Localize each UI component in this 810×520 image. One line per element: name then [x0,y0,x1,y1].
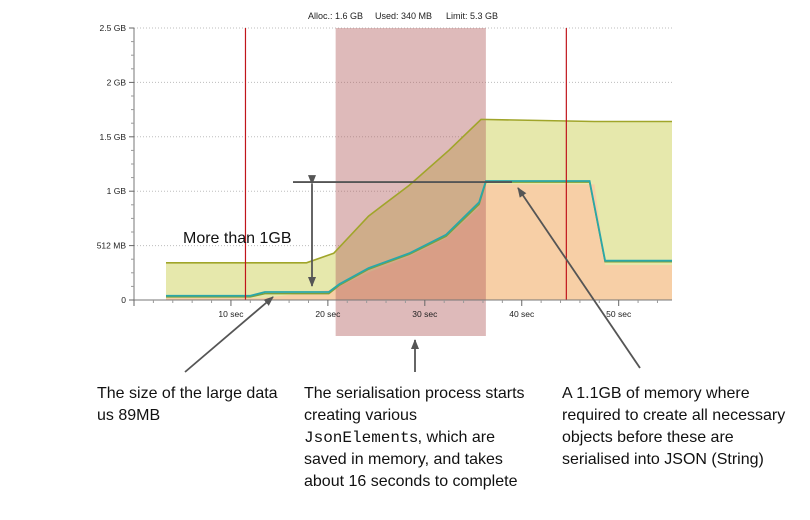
y-tick-label: 2 GB [107,77,127,87]
x-tick-label: 40 sec [509,309,535,319]
note-left: The size of the large data us 89MB [97,385,278,424]
note-middle: The serialisation process starts creatin… [304,383,534,493]
note-middle-part1: The serialisation process starts creatin… [304,385,525,424]
arrow-peak-memory [517,187,641,369]
header-alloc: Alloc.: 1.6 GB [308,11,363,21]
y-tick-label: 1 GB [107,186,127,196]
note-middle-part2: s, which are saved in memory, and takes … [304,429,518,490]
x-tick-label: 20 sec [315,309,341,319]
teal-line [165,180,672,297]
y-tick-label: 2.5 GB [100,23,127,33]
y-tick-label: 1.5 GB [100,132,127,142]
annotation-more-than-1gb: More than 1GB [183,230,292,247]
y-tick-label: 0 [121,295,126,305]
used-area [165,184,672,300]
y-tick-label: 512 MB [97,241,127,251]
arrow-large-data [184,296,274,373]
x-tick-label: 10 sec [218,309,244,319]
x-tick-label: 50 sec [606,309,632,319]
header-used: Used: 340 MB [375,11,432,21]
header-limit: Limit: 5.3 GB [446,11,498,21]
x-tick-label: 30 sec [412,309,438,319]
note-middle-code: JsonElement [304,429,410,447]
note-right: A 1.1GB of memory where required to crea… [562,385,786,468]
